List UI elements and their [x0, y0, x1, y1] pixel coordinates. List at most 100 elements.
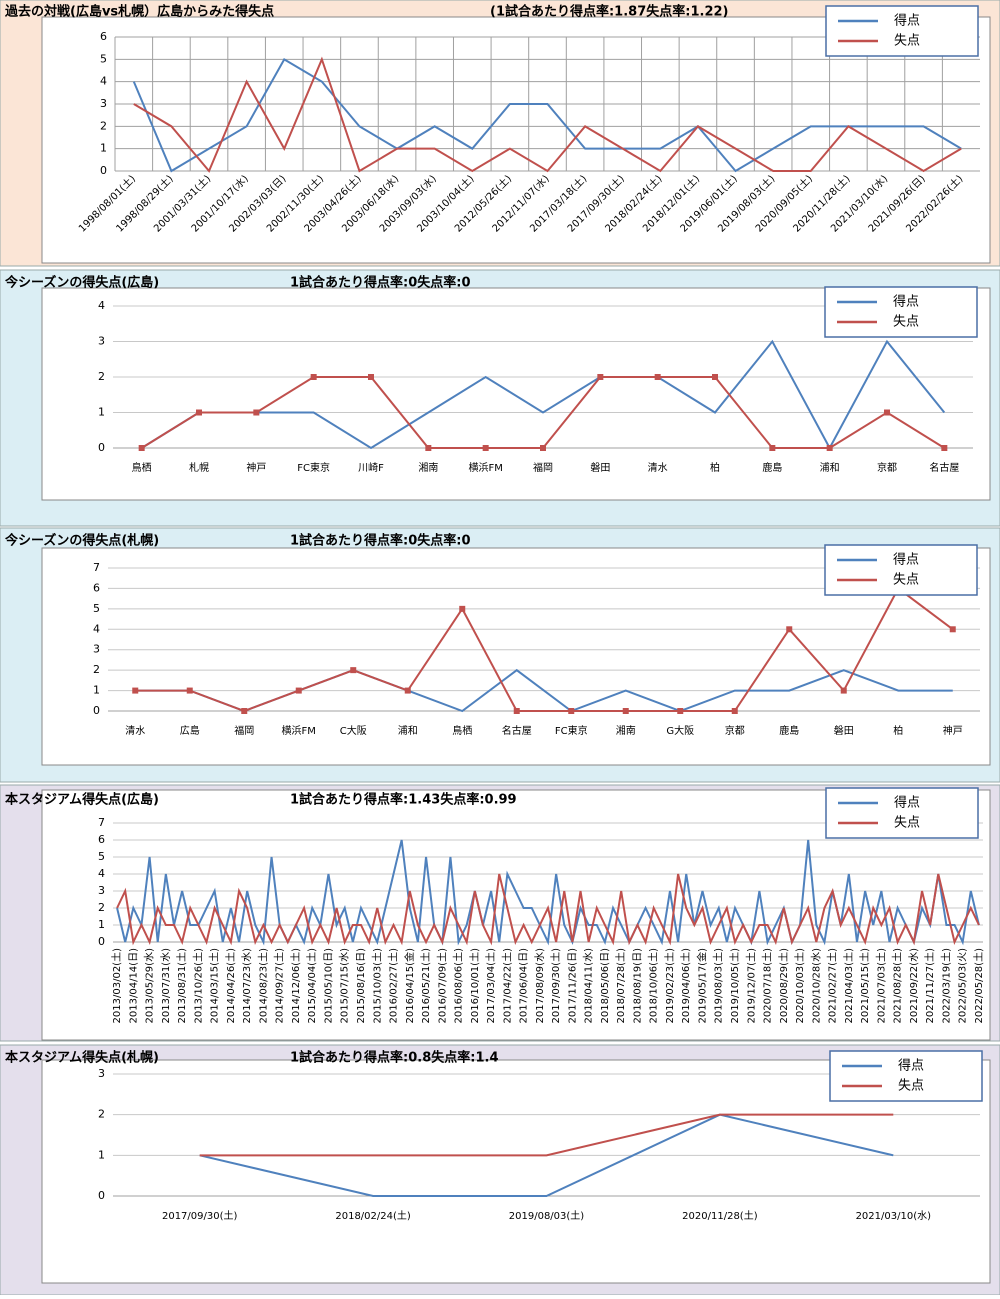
point-marker [568, 708, 575, 714]
chart-title: 今シーズンの得失点(広島) [4, 275, 159, 291]
x-tick-label: 2014/04/26(土) [224, 948, 237, 1024]
y-tick-label: 1 [98, 406, 105, 419]
x-tick-label: 2016/07/09(土) [435, 948, 448, 1024]
x-tick-label: 2020/08/29(土) [777, 948, 790, 1024]
x-tick-label: 2015/07/15(水) [339, 948, 351, 1024]
y-tick-label: 1 [93, 684, 100, 697]
x-tick-label: 福岡 [234, 724, 254, 737]
x-tick-label: 2014/09/27(土) [273, 948, 286, 1024]
x-tick-label: 2020/11/28(土) [682, 1209, 758, 1222]
x-tick-label: 横浜FM [468, 461, 502, 474]
x-tick-label: C大阪 [340, 724, 367, 737]
point-marker [425, 445, 432, 451]
legend-label: 得点 [893, 552, 919, 568]
y-tick-label: 4 [98, 299, 105, 312]
point-marker [186, 687, 193, 694]
x-tick-label: 清水 [125, 724, 145, 737]
x-tick-label: 2019/10/05(土) [728, 948, 741, 1024]
x-tick-label: 広島 [180, 724, 200, 737]
chart-subtitle: 1試合あたり得点率:0失点率:0 [290, 533, 471, 549]
x-tick-label: 2022/05/03(火) [957, 948, 969, 1024]
x-tick-label: 2020/07/18(土) [761, 948, 774, 1024]
x-tick-label: 2015/04/04(土) [305, 948, 318, 1024]
x-tick-label: 2013/04/14(日) [128, 948, 139, 1024]
y-tick-label: 6 [100, 30, 107, 43]
point-marker [769, 445, 776, 451]
x-tick-label: 福岡 [533, 461, 553, 474]
x-tick-label: 2019/08/03(土) [509, 1209, 585, 1222]
x-tick-label: 2013/10/26(土) [191, 948, 204, 1024]
y-tick-label: 6 [93, 581, 100, 594]
x-tick-label: 2017/03/04(土) [484, 948, 497, 1024]
legend-label: 得点 [893, 294, 919, 310]
chart-subtitle: 1試合あたり得点率:0失点率:0 [290, 275, 471, 291]
x-tick-label: 2018/07/28(土) [614, 948, 627, 1024]
x-tick-label: 鹿島 [779, 724, 799, 737]
x-tick-label: 浦和 [820, 461, 840, 474]
x-tick-label: 2015/05/10(日) [323, 948, 334, 1024]
x-tick-label: 磐田 [590, 461, 610, 474]
x-tick-label: 2019/08/03(土) [712, 948, 725, 1024]
y-tick-label: 7 [98, 816, 105, 829]
legend-label: 得点 [894, 13, 920, 29]
y-tick-label: 5 [98, 850, 105, 863]
legend-label: 得点 [894, 795, 920, 811]
x-tick-label: 柏 [893, 724, 903, 737]
x-tick-label: 横浜FM [282, 724, 316, 737]
x-tick-label: 2016/08/06(土) [452, 948, 465, 1024]
x-tick-label: 2020/10/28(水) [810, 948, 822, 1024]
point-marker [350, 667, 357, 674]
x-tick-label: 2016/02/27(土) [387, 948, 400, 1024]
x-tick-label: 清水 [648, 461, 668, 474]
point-marker [540, 445, 546, 451]
point-marker [138, 445, 145, 451]
series-line [133, 56, 962, 173]
x-tick-label: 鹿島 [762, 461, 782, 474]
x-tick-label: 2019/04/06(土) [679, 948, 692, 1024]
y-tick-label: 3 [98, 1067, 105, 1080]
point-marker [459, 605, 466, 612]
x-tick-label: FC東京 [555, 724, 588, 737]
y-tick-label: 3 [98, 335, 105, 348]
x-tick-label: 浦和 [398, 724, 418, 737]
x-tick-label: 2016/10/01(土) [468, 948, 481, 1024]
y-tick-label: 0 [100, 164, 107, 177]
y-tick-label: 4 [98, 867, 105, 880]
y-tick-label: 6 [98, 833, 105, 846]
x-tick-label: 神戸 [943, 724, 963, 737]
x-tick-label: 2017/09/30(土) [549, 948, 562, 1024]
chart-title: 今シーズンの得失点(札幌) [4, 533, 159, 549]
x-tick-label: 2014/07/23(水) [241, 948, 253, 1024]
series-line [199, 1113, 894, 1157]
y-tick-label: 2 [98, 901, 105, 914]
legend-label: 失点 [893, 315, 919, 330]
x-tick-label: 京都 [877, 461, 897, 474]
chart-subtitle: 1試合あたり得点率:0.8失点率:1.4 [290, 1050, 499, 1066]
point-marker [196, 409, 202, 416]
point-marker [253, 409, 260, 416]
legend-box [824, 286, 978, 338]
point-marker [654, 374, 661, 380]
x-tick-label: FC東京 [297, 461, 330, 474]
legend-box [825, 787, 979, 839]
point-marker [368, 374, 374, 380]
y-tick-label: 2 [98, 370, 105, 383]
y-tick-label: 3 [100, 97, 107, 110]
y-tick-label: 0 [98, 441, 105, 454]
x-tick-label: 湘南 [418, 461, 438, 474]
x-tick-label: 2017/04/22(土) [500, 948, 513, 1024]
series-line [199, 1113, 894, 1197]
chart-title: 本スタジアム得失点(札幌) [5, 1050, 159, 1066]
x-tick-label: 京都 [725, 724, 745, 737]
x-tick-label: 名古屋 [502, 724, 532, 737]
y-tick-label: 5 [93, 602, 100, 615]
x-tick-label: 2019/05/17(金) [695, 948, 708, 1024]
x-tick-label: 2018/10/06(土) [647, 948, 660, 1024]
chart-title: 本スタジアム得失点(広島) [5, 792, 159, 808]
point-marker [132, 687, 139, 694]
point-marker [677, 708, 684, 714]
plot-frame [41, 16, 991, 264]
x-tick-label: 2016/05/21(土) [419, 948, 432, 1024]
point-marker [840, 687, 847, 694]
x-tick-label: 2014/08/23(土) [256, 948, 269, 1024]
